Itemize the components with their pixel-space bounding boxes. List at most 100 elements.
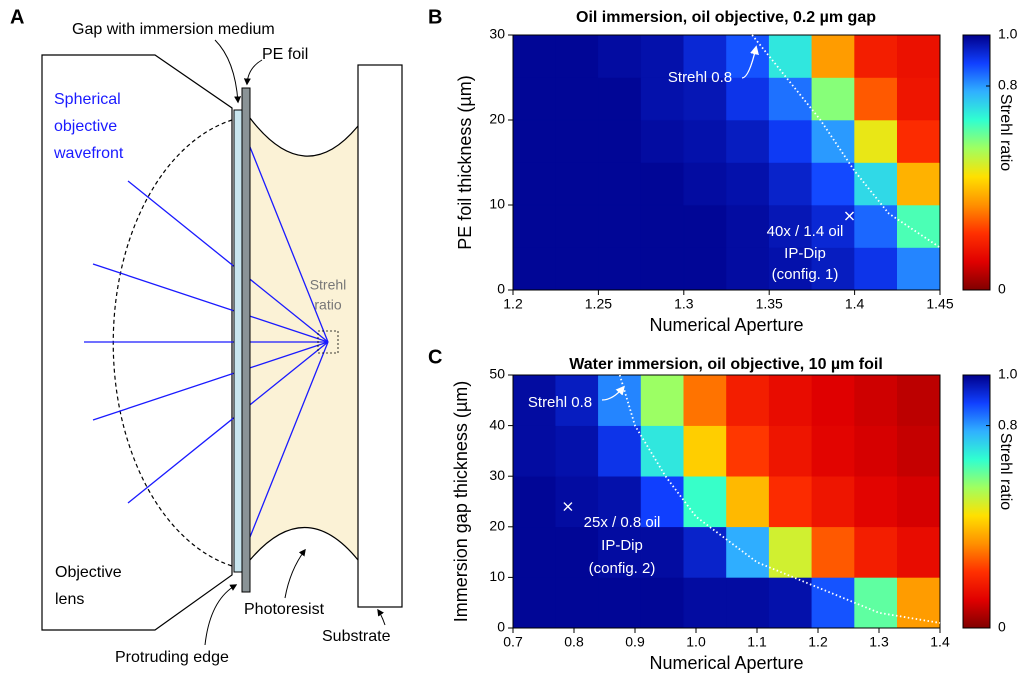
cell [512, 374, 557, 426]
arrow [214, 39, 242, 104]
cell [555, 77, 599, 121]
colorbar-tick-label: 0 [998, 619, 1006, 635]
cell [726, 247, 770, 291]
cell [640, 247, 685, 291]
label: Gap with immersion medium [72, 21, 275, 38]
x-tick-label: 1.4 [930, 634, 950, 650]
cell [896, 162, 941, 206]
cell [598, 119, 642, 163]
x-tick-label: 1.3 [674, 296, 694, 312]
chart-title: Oil immersion, oil objective, 0.2 µm gap [576, 9, 876, 26]
cell [683, 247, 727, 291]
label: Photoresist [244, 601, 325, 618]
x-tick-label: 1.4 [845, 296, 865, 312]
cell [811, 204, 855, 248]
photoresist [250, 118, 358, 560]
cell [512, 526, 557, 578]
contour-line [618, 374, 941, 624]
cell [683, 425, 727, 477]
photoresist-edge [249, 117, 359, 561]
cell [683, 77, 727, 121]
cell [854, 577, 898, 629]
colorbar-tick-label: 0.8 [998, 416, 1018, 432]
cell [683, 475, 727, 528]
chart-title: Water immersion, oil objective, 10 µm fo… [569, 356, 883, 373]
arrow [284, 548, 306, 599]
cell [854, 526, 898, 578]
cells [512, 34, 941, 291]
cell [726, 204, 770, 248]
y-tick-label: 20 [489, 111, 505, 127]
label: PE foil [262, 46, 308, 63]
x-axis-label: Numerical Aperture [649, 653, 803, 673]
cell [598, 77, 642, 121]
y-tick-label: 40 [489, 416, 505, 432]
colorbar [962, 34, 991, 291]
focus-box [317, 330, 339, 354]
x-tick-label: 0.7 [503, 634, 523, 650]
cell [896, 374, 941, 426]
cell [768, 204, 813, 248]
cell [598, 475, 642, 528]
arrow [243, 59, 263, 86]
marker-point [563, 502, 573, 512]
diagram: A Gap with immersion medium PE foil Sphe… [10, 6, 403, 666]
cell [640, 204, 685, 248]
cell [640, 162, 685, 206]
cell [768, 34, 813, 78]
cell [512, 77, 557, 121]
cell [598, 247, 642, 291]
cell [598, 425, 642, 477]
y-tick-label: 0 [497, 619, 505, 635]
cell [640, 475, 685, 528]
cell [811, 425, 855, 477]
cell [726, 577, 770, 629]
plot-frame [512, 34, 941, 291]
cell [683, 204, 727, 248]
y-tick-label: 0 [497, 281, 505, 297]
y-tick-label: 10 [489, 568, 505, 584]
cell [598, 204, 642, 248]
cell [726, 526, 770, 578]
x-tick-label: 0.8 [564, 634, 584, 650]
cell [726, 425, 770, 477]
cell [640, 374, 685, 426]
cell [640, 425, 685, 477]
plot-frame [512, 374, 941, 629]
arrow [204, 584, 238, 646]
label: Protruding edge [115, 649, 229, 666]
cell [811, 526, 855, 578]
cell [512, 577, 557, 629]
colorbar-tick-label: 1.0 [998, 366, 1018, 382]
x-axis-label: Numerical Aperture [649, 315, 803, 335]
gap [233, 109, 243, 573]
cell [683, 162, 727, 206]
colorbar-label: Strehl ratio [997, 94, 1014, 171]
y-tick-label: 10 [489, 196, 505, 212]
contour-line [751, 34, 941, 249]
cell [683, 577, 727, 629]
annotation: IP-Dip [784, 245, 826, 262]
cell [768, 247, 813, 291]
cell [726, 374, 770, 426]
cell [854, 119, 898, 163]
cell [726, 475, 770, 528]
cell [512, 162, 557, 206]
cell [640, 577, 685, 629]
cell [555, 34, 599, 78]
annotation: Strehl 0.8 [528, 394, 592, 411]
cell [512, 119, 557, 163]
cell [726, 77, 770, 121]
cell [854, 425, 898, 477]
cell [555, 162, 599, 206]
cell [811, 77, 855, 121]
cell [683, 374, 727, 426]
x-tick-label: 1.3 [869, 634, 889, 650]
cell [512, 34, 557, 78]
cell [854, 34, 898, 78]
cell [726, 119, 770, 163]
cell [896, 204, 941, 248]
cell [854, 77, 898, 121]
cells [512, 374, 941, 629]
cell [768, 577, 813, 629]
